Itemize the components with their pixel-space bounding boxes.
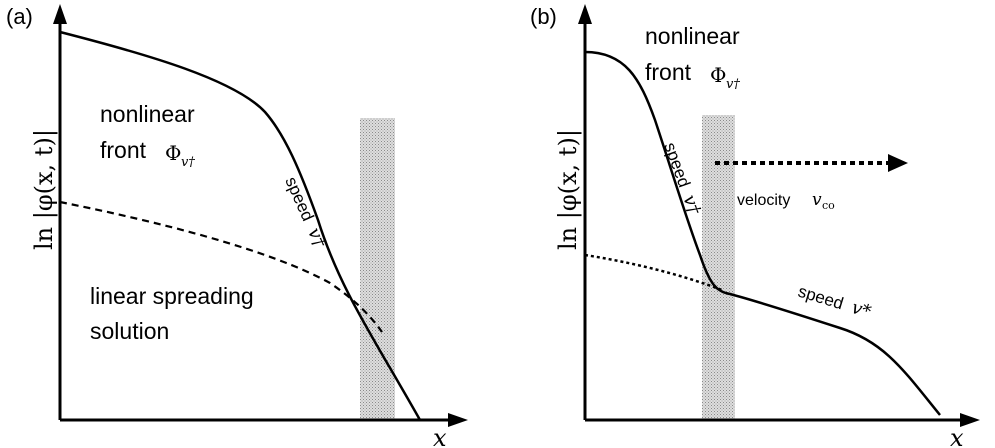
panel-a-nonlinear-front-curve bbox=[59, 30, 422, 421]
panel-a-speed-word: speed bbox=[281, 174, 317, 224]
panel-a-y-axis-label: ln |φ(x, t)| bbox=[30, 129, 59, 250]
panel-b-x-axis-arrow bbox=[960, 413, 980, 427]
panel-b-x-axis-label: x bbox=[950, 424, 964, 448]
panel-a-x-axis-label: x bbox=[433, 424, 447, 448]
panel-b-speed-word-2: speed bbox=[796, 282, 846, 314]
panel-b-front-label-line1: nonlinear bbox=[645, 23, 740, 49]
panel-a-linear-spreading-curve bbox=[59, 200, 383, 333]
panel-a-front-symbol: Φ bbox=[165, 141, 181, 165]
panel-b-front-symbol: Φ bbox=[710, 63, 726, 87]
panel-b-front-label-line2: front bbox=[645, 59, 692, 85]
panel-a-front-label-line1: nonlinear bbox=[100, 101, 195, 127]
panel-b-velocity-sub: co bbox=[822, 199, 835, 212]
panel-a-x-axis-arrow bbox=[448, 413, 468, 427]
panel-b-nonlinear-front-curve bbox=[584, 50, 941, 416]
panel-b-velocity-word: velocity bbox=[737, 192, 790, 209]
panel-b-speed-symbol-1: v† bbox=[678, 192, 705, 218]
panel-a: (a) ln |φ(x, t)| x nonlinear front Φ v† … bbox=[6, 4, 468, 448]
panel-a-linear-label-line2: solution bbox=[90, 318, 169, 344]
panel-b-speed-symbol-2: v* bbox=[849, 297, 873, 323]
panel-b-velocity-arrowhead bbox=[888, 154, 908, 172]
panel-a-front-symbol-sub: v† bbox=[181, 155, 195, 170]
panel-a-linear-label-line1: linear spreading bbox=[90, 283, 254, 309]
panel-b-label: (b) bbox=[530, 4, 557, 29]
panel-b-y-axis-arrow bbox=[578, 4, 592, 24]
panel-b-y-axis-label: ln |φ(x, t)| bbox=[554, 129, 583, 250]
panel-b-shaded-stripe bbox=[702, 115, 735, 420]
panel-a-y-axis-arrow bbox=[53, 4, 67, 24]
panel-b-linear-spreading-curve bbox=[584, 253, 723, 292]
panel-b-front-symbol-sub: v† bbox=[726, 77, 740, 92]
panel-a-label: (a) bbox=[6, 4, 33, 29]
panel-a-shaded-stripe bbox=[360, 118, 395, 420]
panel-a-front-label-line2: front bbox=[100, 137, 147, 163]
panel-b-speed-word-1: speed bbox=[660, 140, 694, 190]
panel-b: (b) ln |φ(x, t)| x nonlinear front Φ v† … bbox=[530, 4, 980, 448]
panel-b-velocity-symbol: v bbox=[812, 190, 822, 210]
